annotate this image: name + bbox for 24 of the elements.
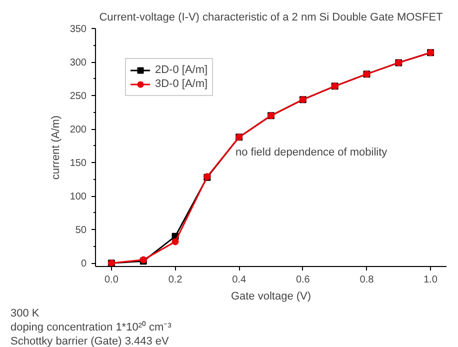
legend-label: 3D-0 [A/m] [155, 77, 208, 91]
y-tick-label: 250 [70, 91, 87, 102]
legend-label: 2D-0 [A/m] [155, 63, 208, 77]
x-tick-label: 0.4 [232, 274, 246, 286]
x-tick-label: 0.6 [296, 274, 310, 286]
chart-title: Current-voltage (I-V) characteristic of a 2 nm Si Double Gate MOSFET [99, 12, 444, 24]
annotation: no field dependence of mobility [236, 146, 388, 158]
x-tick-label: 1.0 [424, 274, 438, 286]
text: Schottky barrier (Gate) 3.443 eV [10, 336, 170, 347]
x-tick-label: 0.8 [360, 274, 374, 286]
x-tick-label: 0.2 [168, 274, 183, 286]
y-tick-label: 150 [70, 158, 87, 170]
y-tick-label: 0 [80, 258, 87, 270]
y-tick-label: 50 [75, 225, 87, 236]
y-tick-label: 100 [70, 192, 87, 203]
y-tick-label: 200 [70, 124, 87, 136]
x-tick-label: 0.0 [104, 274, 119, 286]
y-axis-title: current (A/m) [50, 115, 62, 180]
x-axis-title: Gate voltage (V) [230, 290, 312, 302]
text: 300 K [10, 308, 40, 320]
text: doping concentration 1*10²⁰ cm⁻³ [10, 320, 172, 334]
y-tick-label: 350 [70, 24, 87, 35]
y-tick-label: 300 [70, 58, 87, 69]
point [172, 238, 179, 246]
